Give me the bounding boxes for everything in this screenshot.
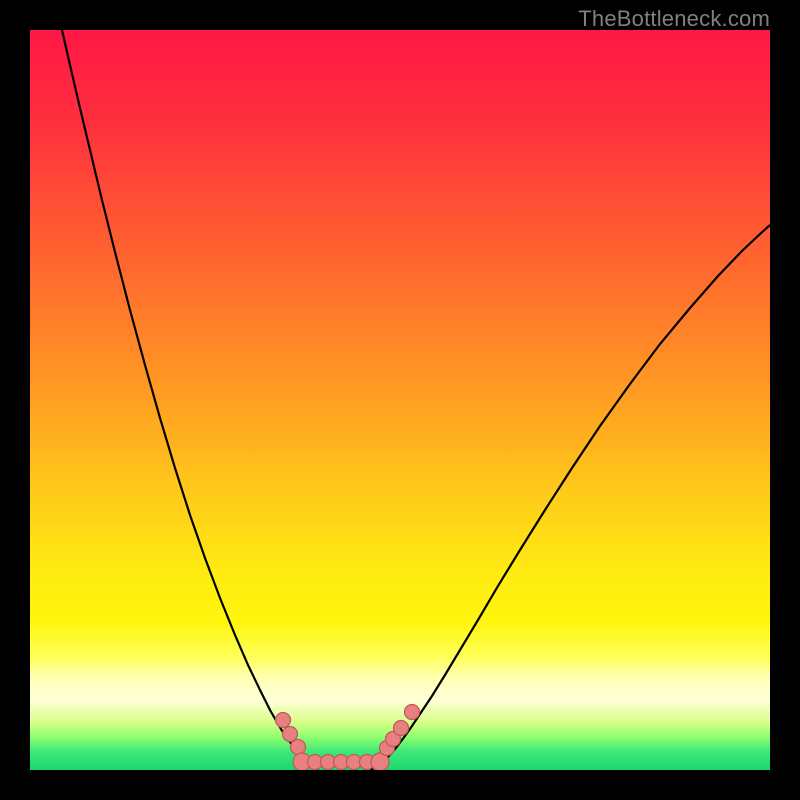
marker-point (394, 721, 409, 736)
watermark-text: TheBottleneck.com (578, 6, 770, 32)
gradient-background (30, 30, 770, 770)
marker-point (276, 713, 291, 728)
marker-point (405, 705, 420, 720)
marker-point (283, 727, 298, 742)
frame-border-right (770, 0, 800, 800)
frame-border-left (0, 0, 30, 800)
frame-border-bottom (0, 770, 800, 800)
marker-point (291, 740, 306, 755)
chart-svg (30, 30, 770, 770)
chart-plot-area (30, 30, 770, 770)
